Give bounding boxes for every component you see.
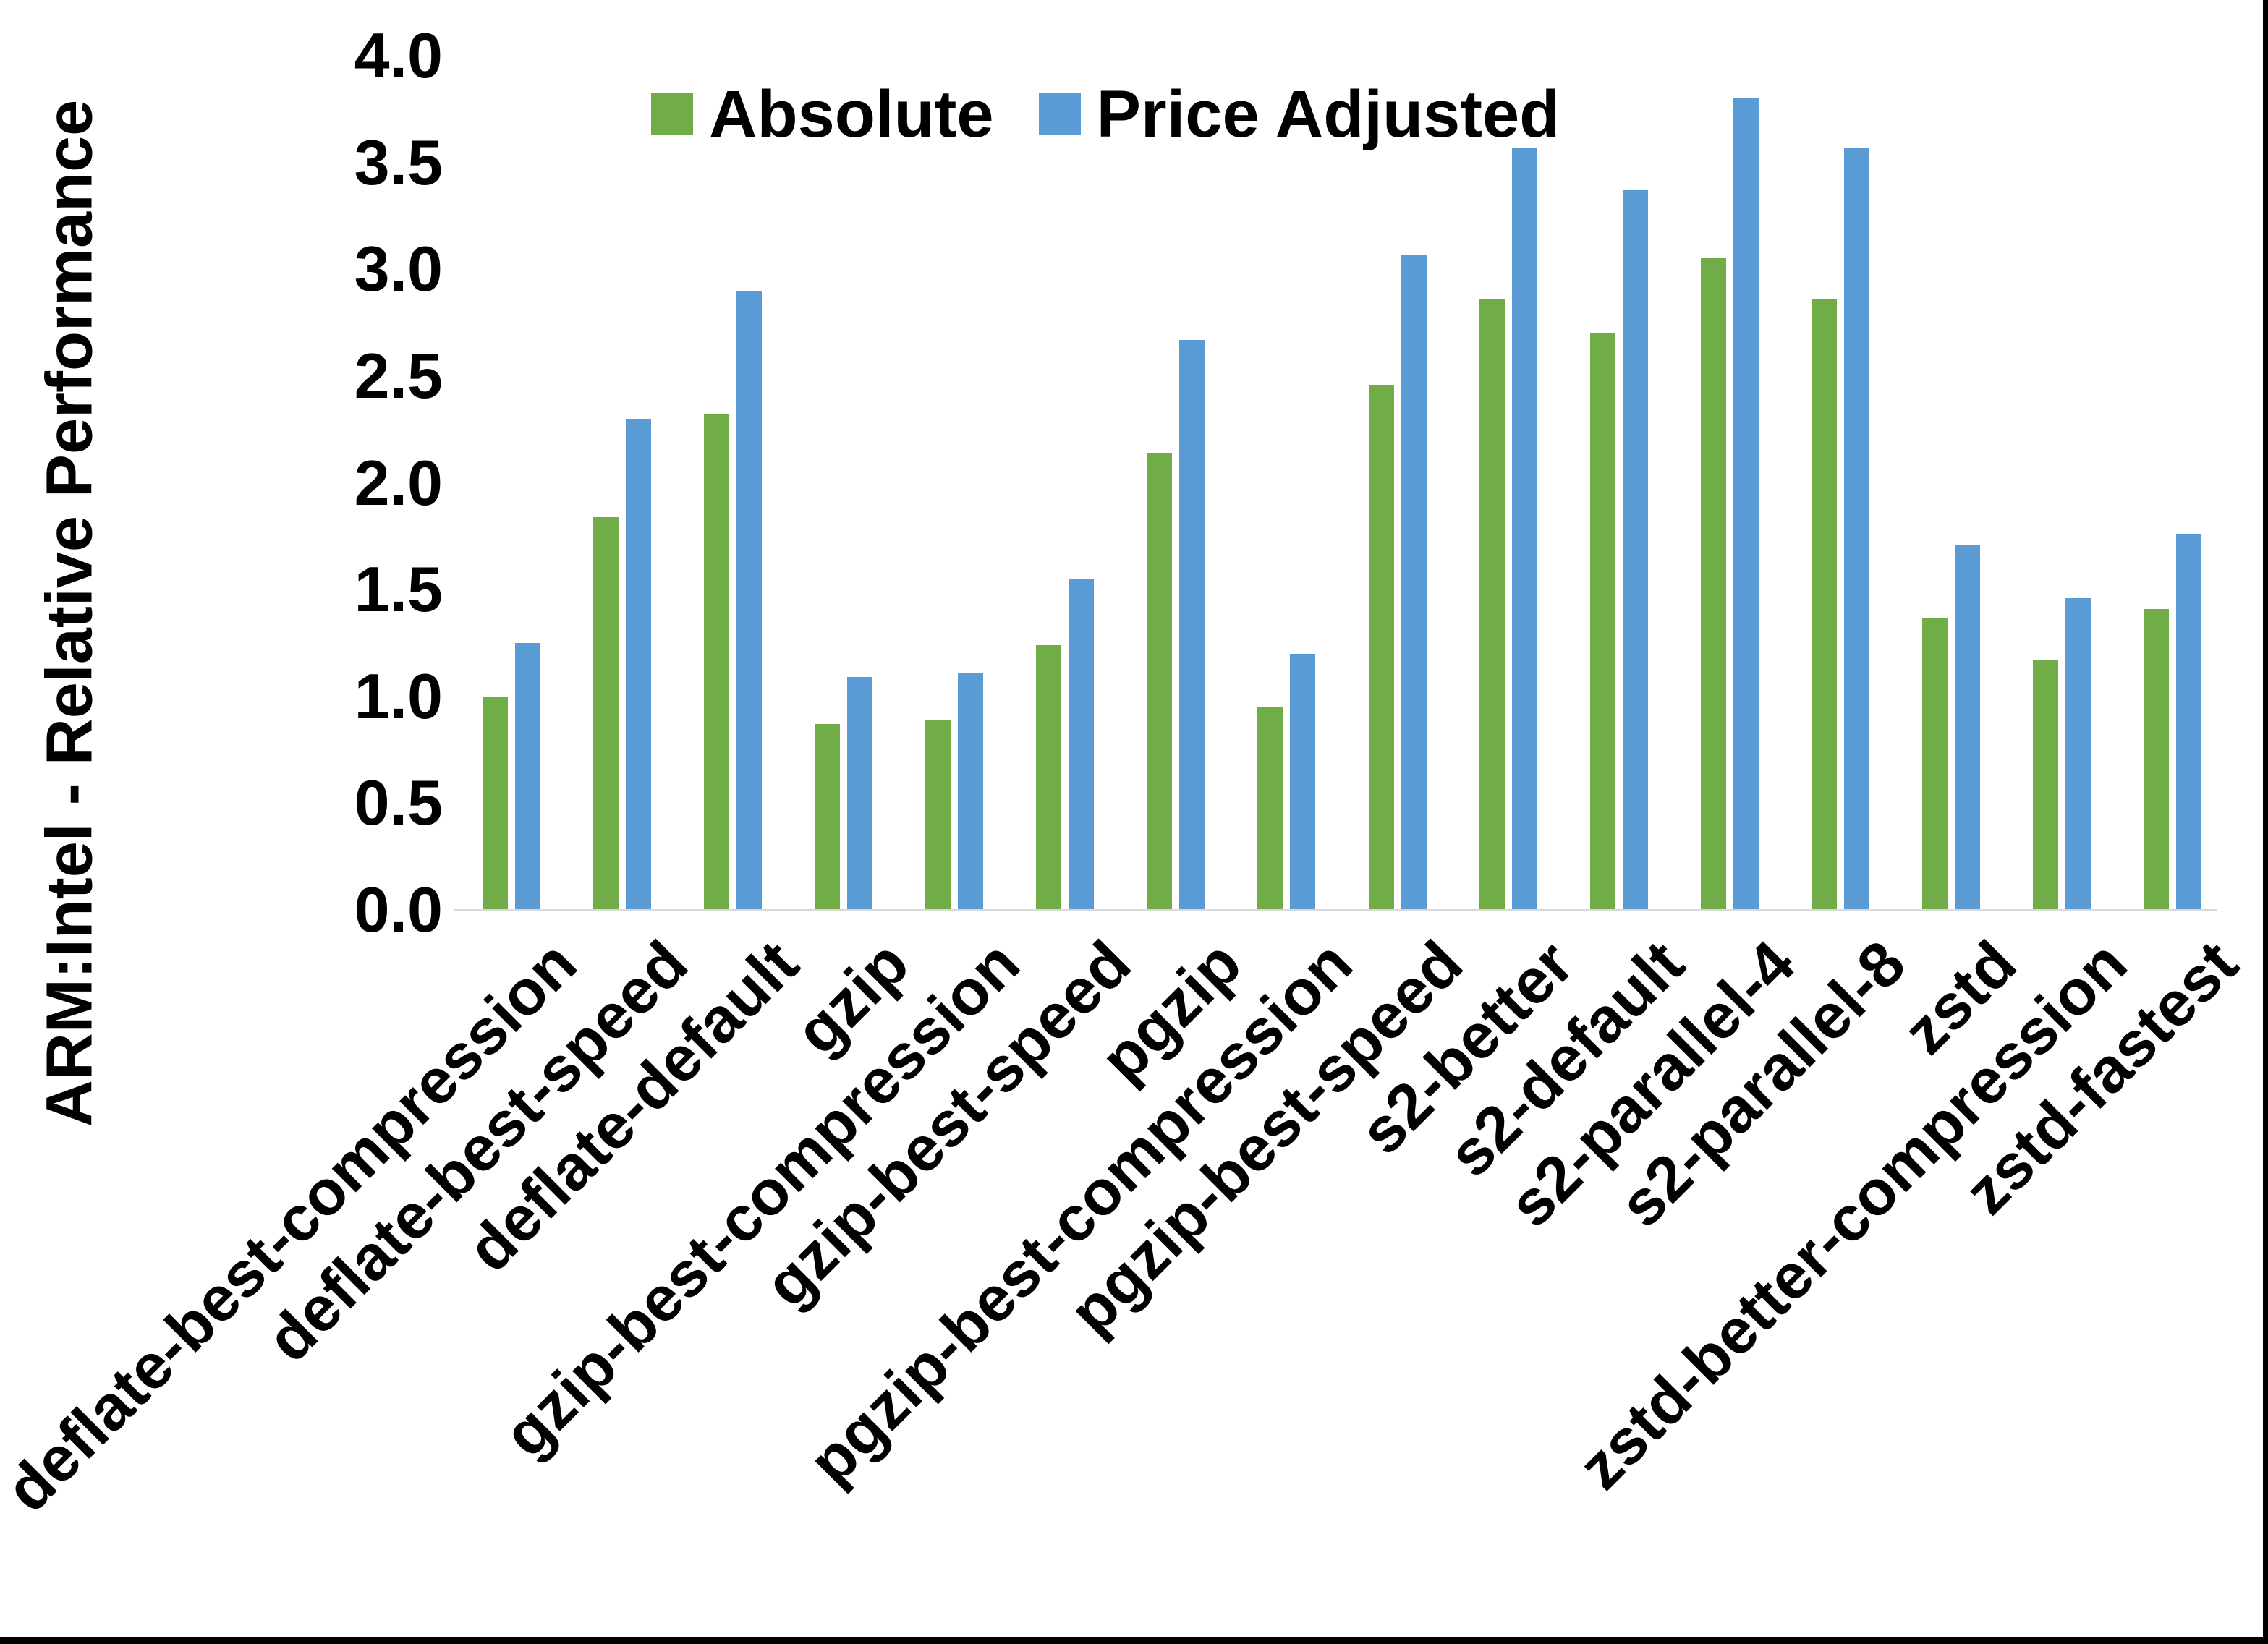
bar-price-adjusted-gzip: [847, 677, 872, 910]
bar-absolute-pgzip-best-compression: [1257, 707, 1283, 910]
bar-absolute-s2-parallel-8: [1812, 299, 1837, 910]
bar-price-adjusted-gzip-best-speed: [1069, 579, 1094, 910]
bar-absolute-s2-default: [1590, 333, 1615, 910]
bar-price-adjusted-s2-default: [1623, 190, 1648, 910]
bar-price-adjusted-gzip-best-compression: [958, 673, 983, 910]
bar-price-adjusted-pgzip-best-speed: [1401, 255, 1427, 910]
bar-price-adjusted-zstd-better-compression: [2065, 598, 2091, 910]
y-tick-label: 3.0: [354, 233, 443, 305]
bar-price-adjusted-pgzip-best-compression: [1290, 654, 1315, 910]
bar-absolute-pgzip-best-speed: [1369, 385, 1394, 910]
bar-price-adjusted-pgzip: [1179, 340, 1205, 910]
price-adjusted-series-swatch-icon: [1038, 93, 1081, 135]
bar-absolute-zstd-fastest: [2144, 609, 2169, 910]
bar-absolute-gzip-best-compression: [925, 720, 951, 910]
bar-absolute-s2-better: [1479, 299, 1505, 910]
bar-price-adjusted-deflate-default: [736, 291, 762, 910]
bar-absolute-gzip: [815, 724, 840, 910]
bar-absolute-zstd-better-compression: [2033, 660, 2058, 910]
bar-price-adjusted-zstd-fastest: [2176, 534, 2201, 910]
y-tick-label: 2.5: [354, 339, 443, 412]
bar-absolute-zstd: [1922, 618, 1948, 910]
y-tick-label: 4.0: [354, 20, 443, 91]
frame-border-bottom: [0, 1637, 2268, 1644]
legend-item-absolute: Absolute: [651, 81, 994, 148]
legend-label-price-adjusted: Price Adjusted: [1096, 77, 1560, 151]
bar-absolute-deflate-best-speed: [593, 517, 619, 910]
bar-price-adjusted-zstd: [1955, 545, 1980, 910]
legend-item-price-adjusted: Price Adjusted: [1038, 77, 1560, 151]
absolute-series-swatch-icon: [651, 93, 693, 135]
bar-absolute-gzip-best-speed: [1036, 645, 1061, 910]
y-tick-label: 0.5: [354, 767, 443, 839]
y-tick-label: 2.0: [354, 446, 443, 519]
y-axis-title: ARM:Intel - Relative Performance: [33, 99, 106, 1128]
bar-price-adjusted-deflate-best-speed: [626, 419, 651, 910]
y-tick-label: 0.0: [354, 874, 443, 945]
bar-absolute-deflate-best-compression: [483, 697, 508, 910]
legend-label-absolute: Absolute: [709, 77, 994, 151]
y-tick-label: 1.5: [354, 553, 443, 626]
bar-absolute-pgzip: [1147, 453, 1172, 910]
frame-border-right: [2263, 0, 2268, 1644]
bar-absolute-deflate-default: [704, 414, 729, 910]
y-tick-label: 1.0: [354, 660, 443, 732]
x-axis-line: [454, 909, 2217, 911]
bar-price-adjusted-s2-parallel-4: [1733, 98, 1759, 910]
bar-price-adjusted-deflate-best-compression: [515, 643, 540, 910]
bar-price-adjusted-s2-parallel-8: [1844, 148, 1869, 910]
bar-price-adjusted-s2-better: [1512, 148, 1537, 910]
y-tick-label: 3.5: [354, 126, 443, 198]
bar-absolute-s2-parallel-4: [1701, 258, 1726, 910]
legend: Absolute Price Adjusted: [651, 81, 1560, 148]
